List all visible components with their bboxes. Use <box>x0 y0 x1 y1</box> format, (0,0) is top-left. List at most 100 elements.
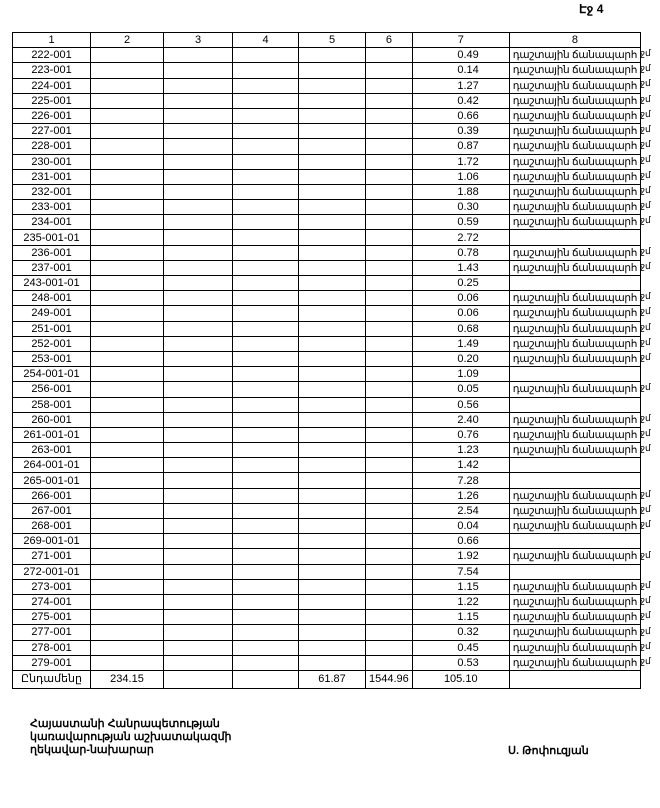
area-value: 1.27 <box>411 77 510 94</box>
area-value: 2.72 <box>411 229 510 246</box>
area-value: 1.23 <box>411 442 510 459</box>
empty-cell <box>232 578 299 595</box>
table-row: 264-001-01 1.42 <box>12 457 642 474</box>
land-use <box>508 533 642 550</box>
empty-cell <box>90 457 164 474</box>
land-use: դաշտային ճանապարհ <box>508 609 642 626</box>
area-value: 0.04 <box>411 517 510 535</box>
empty-cell <box>298 517 366 535</box>
land-use <box>508 366 642 383</box>
empty-cell <box>163 472 233 489</box>
empty-cell <box>232 624 299 641</box>
empty-cell <box>365 92 413 109</box>
area-value: 0.68 <box>411 320 510 337</box>
empty-cell <box>232 654 299 671</box>
empty-cell <box>163 396 233 413</box>
land-use: դաշտային ճանապարհ <box>508 517 642 535</box>
plot-code: 272-001-01 <box>12 563 91 580</box>
land-use: դաշտային ճանապարհ <box>508 47 642 64</box>
empty-cell <box>298 350 366 368</box>
margin-mark: ջմ <box>640 169 651 180</box>
area-value: 0.32 <box>411 624 510 641</box>
empty-cell <box>232 533 299 550</box>
empty-cell <box>232 396 299 413</box>
empty-cell <box>163 624 233 641</box>
empty-cell <box>163 533 233 550</box>
plot-code: 243-001-01 <box>12 274 91 292</box>
empty-cell <box>232 639 299 656</box>
empty-cell <box>232 563 299 580</box>
plot-code: 234-001 <box>12 214 91 231</box>
area-value: 1.15 <box>411 578 510 595</box>
empty-cell <box>365 593 413 611</box>
table-row: 268-001 0.04 դաշտային ճանապարհ <box>12 517 642 535</box>
plot-code: 233-001 <box>12 199 91 216</box>
total-c3 <box>163 669 233 689</box>
empty-cell <box>298 442 366 459</box>
plot-code: 265-001-01 <box>12 472 91 489</box>
empty-cell <box>298 320 366 337</box>
margin-mark: ջմ <box>640 412 651 423</box>
area-value: 1.15 <box>411 609 510 626</box>
plot-code: 266-001 <box>12 487 91 504</box>
empty-cell <box>163 305 233 322</box>
empty-cell <box>90 593 164 611</box>
empty-cell <box>298 168 366 185</box>
area-value: 1.26 <box>411 487 510 504</box>
column-header: 8 <box>508 31 642 49</box>
table-row: 256-001 0.05 դաշտային ճանապարհ <box>12 381 642 398</box>
plot-code: 226-001 <box>12 107 91 125</box>
empty-cell <box>232 214 299 231</box>
area-value: 0.45 <box>411 639 510 656</box>
area-value: 0.49 <box>411 47 510 64</box>
empty-cell <box>232 381 299 398</box>
table-row: 272-001-01 7.54 <box>12 563 642 580</box>
empty-cell <box>365 609 413 626</box>
empty-cell <box>365 62 413 79</box>
empty-cell <box>298 366 366 383</box>
empty-cell <box>90 214 164 231</box>
empty-cell <box>90 259 164 277</box>
empty-cell <box>232 77 299 94</box>
empty-cell <box>298 624 366 641</box>
empty-cell <box>232 305 299 322</box>
empty-cell <box>163 214 233 231</box>
empty-cell <box>365 244 413 261</box>
empty-cell <box>365 442 413 459</box>
area-value: 7.28 <box>411 472 510 489</box>
empty-cell <box>163 563 233 580</box>
total-c2: 234.15 <box>90 669 164 689</box>
column-header: 3 <box>163 31 233 49</box>
table-row: 226-001 0.66 դաշտային ճանապարհ <box>12 107 642 125</box>
margin-mark: ջմ <box>640 382 651 393</box>
land-use: դաշտային ճանապարհ <box>508 199 642 216</box>
area-value: 2.54 <box>411 502 510 520</box>
area-value: 0.42 <box>411 92 510 109</box>
empty-cell <box>298 153 366 170</box>
empty-cell <box>298 563 366 580</box>
empty-cell <box>163 153 233 170</box>
empty-cell <box>163 639 233 656</box>
margin-mark: ջմ <box>640 519 651 530</box>
area-value: 0.25 <box>411 274 510 292</box>
empty-cell <box>298 62 366 79</box>
plot-code: 249-001 <box>12 305 91 322</box>
plot-code: 252-001 <box>12 335 91 352</box>
land-use <box>508 472 642 489</box>
land-use: դաշտային ճանապարհ <box>508 77 642 94</box>
land-use: դաշտային ճանապարհ <box>508 214 642 231</box>
table-row: 263-001 1.23 դաշտային ճանապարհ <box>12 442 642 459</box>
table-row: 274-001 1.22 դաշտային ճանապարհ <box>12 593 642 611</box>
table-row: 261-001-01 0.76 դաշտային ճանապարհ <box>12 426 642 444</box>
margin-mark: ջմ <box>640 352 651 362</box>
plot-code: 269-001-01 <box>12 533 91 550</box>
table-row: 266-001 1.26 դաշտային ճանապարհ <box>12 487 642 504</box>
plot-code: 237-001 <box>12 259 91 277</box>
empty-cell <box>298 548 366 565</box>
empty-cell <box>232 366 299 383</box>
plot-code: 228-001 <box>12 138 91 155</box>
empty-cell <box>298 609 366 626</box>
empty-cell <box>232 502 299 520</box>
total-c5: 61.87 <box>298 669 366 689</box>
